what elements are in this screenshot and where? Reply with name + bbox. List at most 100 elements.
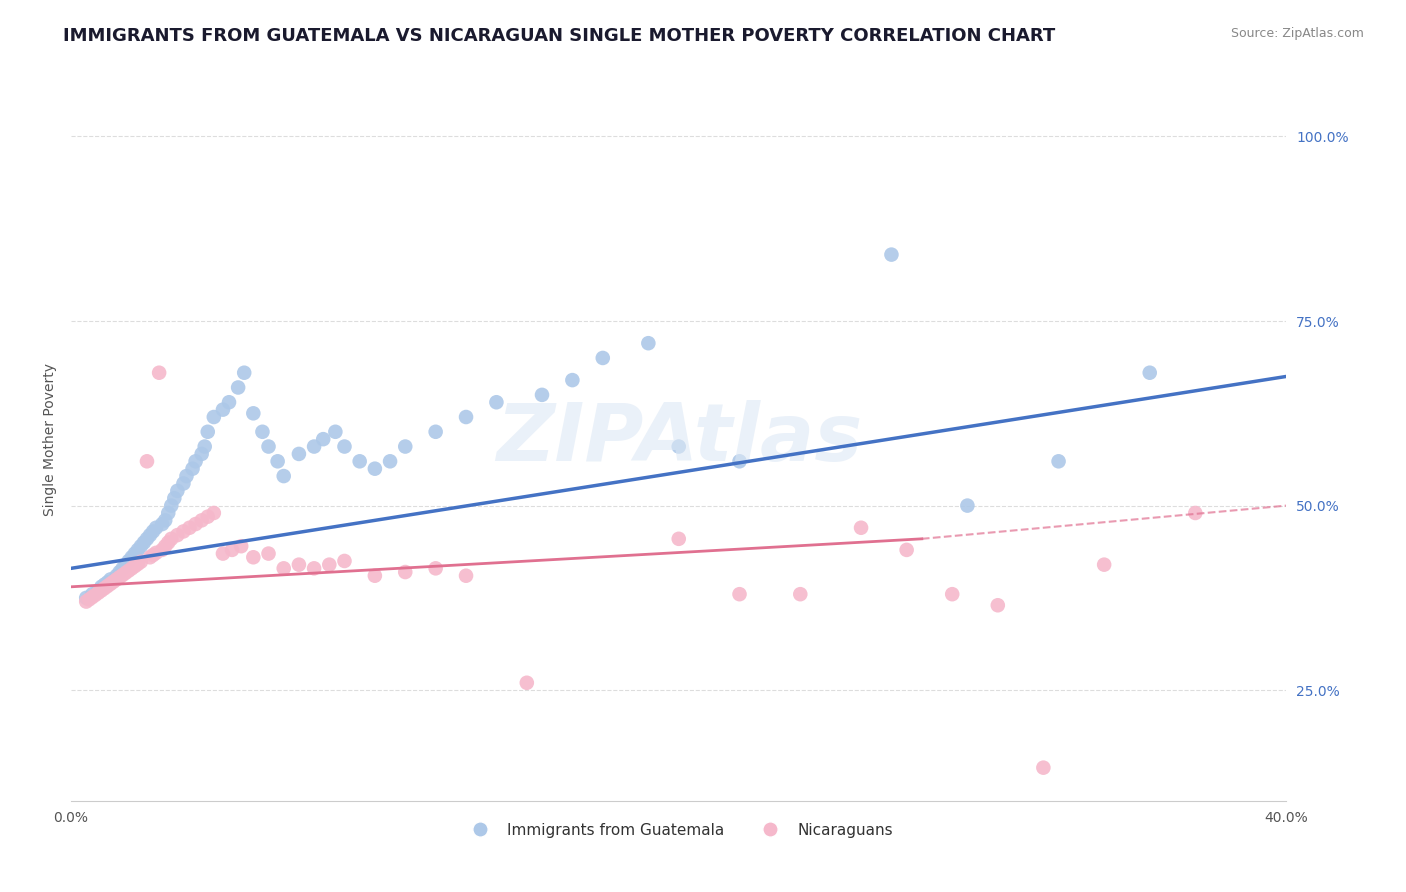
Point (93, 577, 115, 591)
Point (75, 591, 97, 605)
Point (157, 506, 180, 520)
Point (226, 380, 249, 394)
Point (190, 513, 212, 527)
Point (82, 587, 104, 601)
Point (127, 557, 149, 571)
Point (197, 425, 219, 439)
Point (364, 568, 387, 582)
Point (516, 675, 538, 690)
Point (148, 366, 170, 380)
Point (194, 440, 217, 454)
Point (325, 425, 347, 439)
Point (202, 506, 225, 520)
Point (190, 447, 212, 461)
Point (145, 546, 167, 560)
Point (1092, 558, 1115, 572)
Point (1032, 761, 1054, 775)
Point (93, 582, 115, 596)
Point (425, 561, 447, 575)
Point (150, 517, 173, 532)
Point (142, 524, 165, 539)
Point (266, 454, 288, 468)
Point (288, 558, 311, 572)
Point (118, 554, 141, 568)
Point (181, 461, 204, 475)
Point (124, 547, 146, 561)
Point (111, 561, 134, 575)
Point (172, 476, 194, 491)
Point (87, 585, 110, 599)
Point (75, 594, 97, 608)
Point (129, 539, 152, 553)
Point (302, 561, 325, 575)
Point (105, 573, 128, 587)
Point (242, 550, 264, 565)
Point (288, 447, 311, 461)
Point (155, 513, 177, 527)
Point (124, 559, 146, 574)
Point (242, 406, 264, 420)
Point (184, 454, 207, 468)
Point (880, 247, 903, 261)
Point (394, 565, 416, 579)
Point (668, 440, 690, 454)
Point (349, 454, 371, 468)
Point (136, 454, 159, 468)
Point (1139, 366, 1161, 380)
Text: ZIPAtlas: ZIPAtlas (496, 401, 862, 478)
Point (257, 440, 280, 454)
Point (530, 388, 553, 402)
Point (333, 554, 356, 568)
Point (90, 580, 112, 594)
Point (252, 425, 274, 439)
Y-axis label: Single Mother Poverty: Single Mother Poverty (44, 363, 58, 516)
Legend: Immigrants from Guatemala, Nicaraguans: Immigrants from Guatemala, Nicaraguans (458, 817, 900, 844)
Point (789, 587, 811, 601)
Point (592, 351, 614, 365)
Point (849, 521, 872, 535)
Point (77, 592, 100, 607)
Point (139, 550, 162, 565)
Point (96, 579, 118, 593)
Point (150, 542, 173, 557)
Point (1047, 454, 1070, 468)
Point (100, 577, 122, 591)
Point (273, 561, 295, 575)
Text: Source: ZipAtlas.com: Source: ZipAtlas.com (1230, 27, 1364, 40)
Point (163, 491, 186, 506)
Point (103, 574, 125, 589)
Point (364, 461, 387, 475)
Point (166, 483, 188, 498)
Point (142, 548, 165, 562)
Point (212, 547, 235, 561)
Point (87, 583, 110, 598)
Point (233, 366, 256, 380)
Point (184, 517, 207, 532)
Point (90, 583, 112, 598)
Point (956, 499, 979, 513)
Point (105, 568, 128, 582)
Point (96, 575, 118, 590)
Point (1184, 506, 1206, 520)
Point (425, 425, 447, 439)
Point (160, 532, 183, 546)
Point (987, 599, 1010, 613)
Point (637, 336, 659, 351)
Point (561, 373, 583, 387)
Point (302, 440, 325, 454)
Point (132, 535, 155, 549)
Point (668, 532, 690, 546)
Point (82, 590, 104, 604)
Point (127, 542, 149, 557)
Point (273, 469, 295, 483)
Point (84, 588, 107, 602)
Point (202, 410, 225, 425)
Point (728, 454, 751, 468)
Point (333, 440, 356, 454)
Point (394, 440, 416, 454)
Point (121, 550, 143, 565)
Point (136, 532, 159, 546)
Point (129, 555, 152, 569)
Point (454, 568, 477, 582)
Point (155, 539, 177, 553)
